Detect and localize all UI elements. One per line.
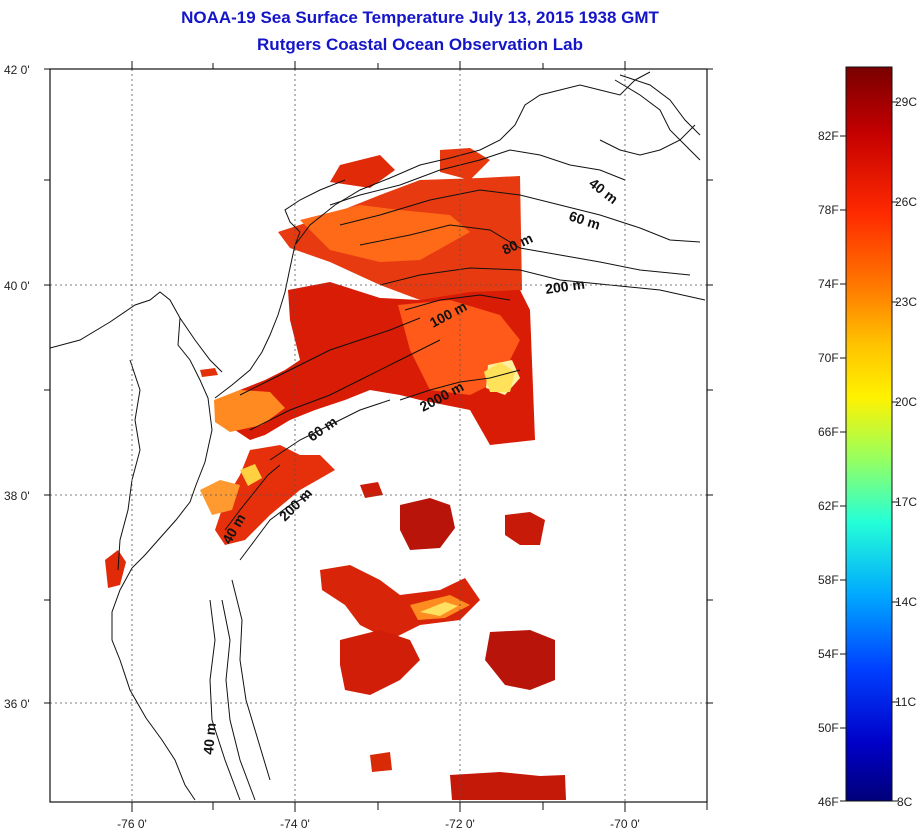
isobath-2000	[399, 369, 521, 401]
isobath-south	[239, 494, 311, 561]
sst-patch	[240, 464, 262, 486]
coastline	[50, 291, 213, 801]
sst-patch	[505, 512, 545, 545]
graticule	[50, 69, 707, 802]
colorbar-f-label: 82F	[818, 129, 839, 143]
sst-patch	[360, 482, 383, 498]
sst-patch	[420, 602, 458, 616]
coastline	[599, 124, 696, 156]
coastline	[214, 71, 651, 399]
sst-patch	[450, 772, 566, 800]
depth-label: 60 m	[305, 413, 340, 444]
depth-label: 40 m	[586, 175, 621, 207]
isobath-ne	[619, 74, 701, 136]
isobath-40	[329, 149, 626, 206]
lon-label: -74 0'	[280, 817, 310, 831]
colorbar-f-label: 50F	[818, 721, 839, 735]
depth-label: 60 m	[567, 208, 602, 233]
sst-patch	[400, 498, 455, 550]
depth-label: 200 m	[544, 276, 586, 297]
isobath-200	[379, 267, 706, 301]
lat-label: 38 0'	[4, 489, 30, 503]
isobath-shelf	[239, 317, 421, 396]
sst-patch	[320, 565, 480, 640]
colorbar-f-label: 58F	[818, 573, 839, 587]
isobath-south	[231, 579, 271, 781]
isobath-south	[209, 599, 241, 801]
sst-patch	[105, 550, 126, 588]
depth-label: 40 m	[200, 722, 219, 755]
sst-patch	[340, 630, 420, 695]
colorbar-c-label: 20C	[895, 395, 917, 409]
isobath-south	[221, 599, 256, 801]
colorbar-c-label: 17C	[895, 495, 917, 509]
isobath-40-south	[224, 464, 281, 531]
colorbar-c-label: 8C	[897, 795, 913, 809]
colorbar-f-label: 74F	[818, 277, 839, 291]
colorbar-c-label: 29C	[895, 95, 917, 109]
colorbar-c-label: 23C	[895, 295, 917, 309]
colorbar-c-label: 11C	[895, 695, 916, 709]
lon-label: -70 0'	[610, 817, 640, 831]
lat-label: 40 0'	[4, 279, 30, 293]
colorbar-f-label: 78F	[818, 203, 839, 217]
sst-patch	[214, 390, 285, 432]
isobath-shelf	[249, 339, 441, 431]
coastline	[284, 179, 346, 246]
sst-patch	[200, 480, 240, 515]
colorbar-ticks	[840, 101, 898, 802]
sst-patch	[484, 362, 515, 392]
colorbar-f-label: 46F	[818, 795, 839, 809]
colorbar-f-label: 70F	[818, 351, 839, 365]
colorbar-f-label: 62F	[818, 499, 839, 513]
isobath-ne	[614, 79, 701, 161]
lon-label: -76 0'	[117, 817, 147, 831]
delaware-bay	[179, 317, 223, 373]
tick-marks	[44, 61, 713, 812]
colorbar	[845, 66, 893, 802]
lat-label: 36 0'	[4, 697, 30, 711]
sst-patch	[330, 155, 395, 188]
colorbar-c-label: 26C	[895, 195, 917, 209]
isobath-shelf	[269, 399, 391, 461]
chesapeake-bay	[117, 359, 141, 571]
colorbar-f-label: 66F	[818, 425, 839, 439]
lon-label: -72 0'	[445, 817, 475, 831]
sst-patch	[370, 752, 392, 772]
map-title: NOAA-19 Sea Surface Temperature July 13,…	[181, 8, 659, 27]
lat-label: 42 0'	[4, 63, 30, 77]
isobath-80	[359, 224, 691, 276]
sst-patch	[200, 368, 218, 377]
sst-patch	[485, 630, 555, 690]
sst-patch	[300, 205, 470, 262]
sst-data-layer	[105, 148, 566, 800]
map-subtitle: Rutgers Coastal Ocean Observation Lab	[257, 35, 583, 54]
coastline-layer	[50, 71, 706, 801]
isobath-100	[404, 294, 511, 311]
isobath-60	[339, 189, 701, 243]
colorbar-c-label: 14C	[895, 595, 917, 609]
colorbar-f-label: 54F	[818, 647, 839, 661]
